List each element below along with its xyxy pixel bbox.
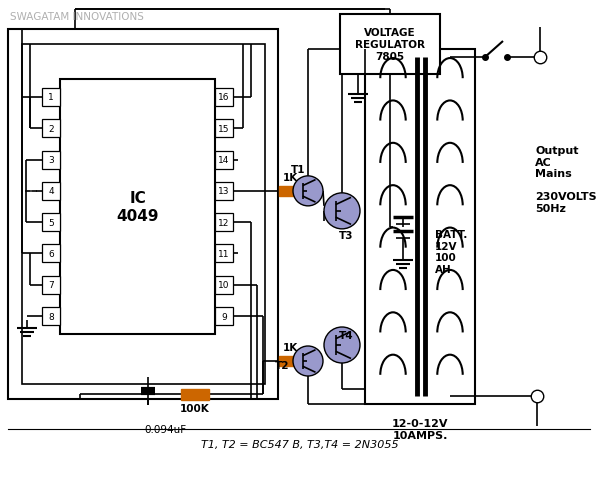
Bar <box>279 186 301 196</box>
Text: 8: 8 <box>48 312 54 321</box>
Bar <box>42 307 60 325</box>
Text: 14: 14 <box>218 156 230 165</box>
Bar <box>22 45 265 384</box>
Text: VOLTAGE
REGULATOR
7805: VOLTAGE REGULATOR 7805 <box>355 28 425 61</box>
Bar <box>215 307 233 325</box>
Text: 13: 13 <box>218 187 230 196</box>
Bar <box>279 356 301 366</box>
Bar <box>42 182 60 201</box>
Text: 16: 16 <box>218 93 230 102</box>
Text: 7: 7 <box>48 281 54 289</box>
Circle shape <box>324 193 360 229</box>
Text: 15: 15 <box>218 124 230 133</box>
Text: 10: 10 <box>218 281 230 289</box>
Bar <box>340 15 440 75</box>
Text: 6: 6 <box>48 250 54 258</box>
Text: 1: 1 <box>48 93 54 102</box>
Circle shape <box>324 327 360 363</box>
Bar <box>215 214 233 232</box>
Bar <box>42 276 60 294</box>
Bar <box>60 80 215 334</box>
Bar <box>215 151 233 169</box>
Text: 0.094uF: 0.094uF <box>144 424 186 434</box>
Text: 11: 11 <box>218 250 230 258</box>
Text: T1, T2 = BC547 B, T3,T4 = 2N3055: T1, T2 = BC547 B, T3,T4 = 2N3055 <box>201 439 399 449</box>
Text: 4: 4 <box>48 187 54 196</box>
Bar <box>42 214 60 232</box>
Text: 1K: 1K <box>283 342 298 352</box>
Bar <box>215 245 233 263</box>
Text: SWAGATAM INNOVATIONS: SWAGATAM INNOVATIONS <box>10 12 144 22</box>
Bar <box>215 120 233 138</box>
Bar <box>8 30 278 399</box>
Text: IC
4049: IC 4049 <box>116 191 159 223</box>
Text: 2: 2 <box>48 124 54 133</box>
Text: 1K: 1K <box>283 172 298 182</box>
Text: 3: 3 <box>48 156 54 165</box>
Text: 12: 12 <box>218 218 230 227</box>
Circle shape <box>293 346 323 376</box>
Bar <box>181 389 209 400</box>
Bar <box>42 89 60 107</box>
Bar <box>42 151 60 169</box>
Text: T1: T1 <box>291 165 305 175</box>
Text: 9: 9 <box>221 312 227 321</box>
Text: 12-0-12V
10AMPS.: 12-0-12V 10AMPS. <box>392 419 448 440</box>
Circle shape <box>293 177 323 206</box>
Bar <box>215 276 233 294</box>
Text: T4: T4 <box>338 330 353 340</box>
Text: 100K: 100K <box>180 403 210 413</box>
Text: Output
AC
Mains

230VOLTS
50Hz: Output AC Mains 230VOLTS 50Hz <box>535 146 596 214</box>
Bar <box>42 245 60 263</box>
Bar <box>365 50 475 404</box>
Text: T3: T3 <box>339 230 353 240</box>
Bar <box>215 89 233 107</box>
Bar <box>215 182 233 201</box>
Text: 5: 5 <box>48 218 54 227</box>
Text: BATT.
12V
100
AH: BATT. 12V 100 AH <box>435 229 467 275</box>
Text: T2: T2 <box>275 360 289 370</box>
Bar <box>42 120 60 138</box>
